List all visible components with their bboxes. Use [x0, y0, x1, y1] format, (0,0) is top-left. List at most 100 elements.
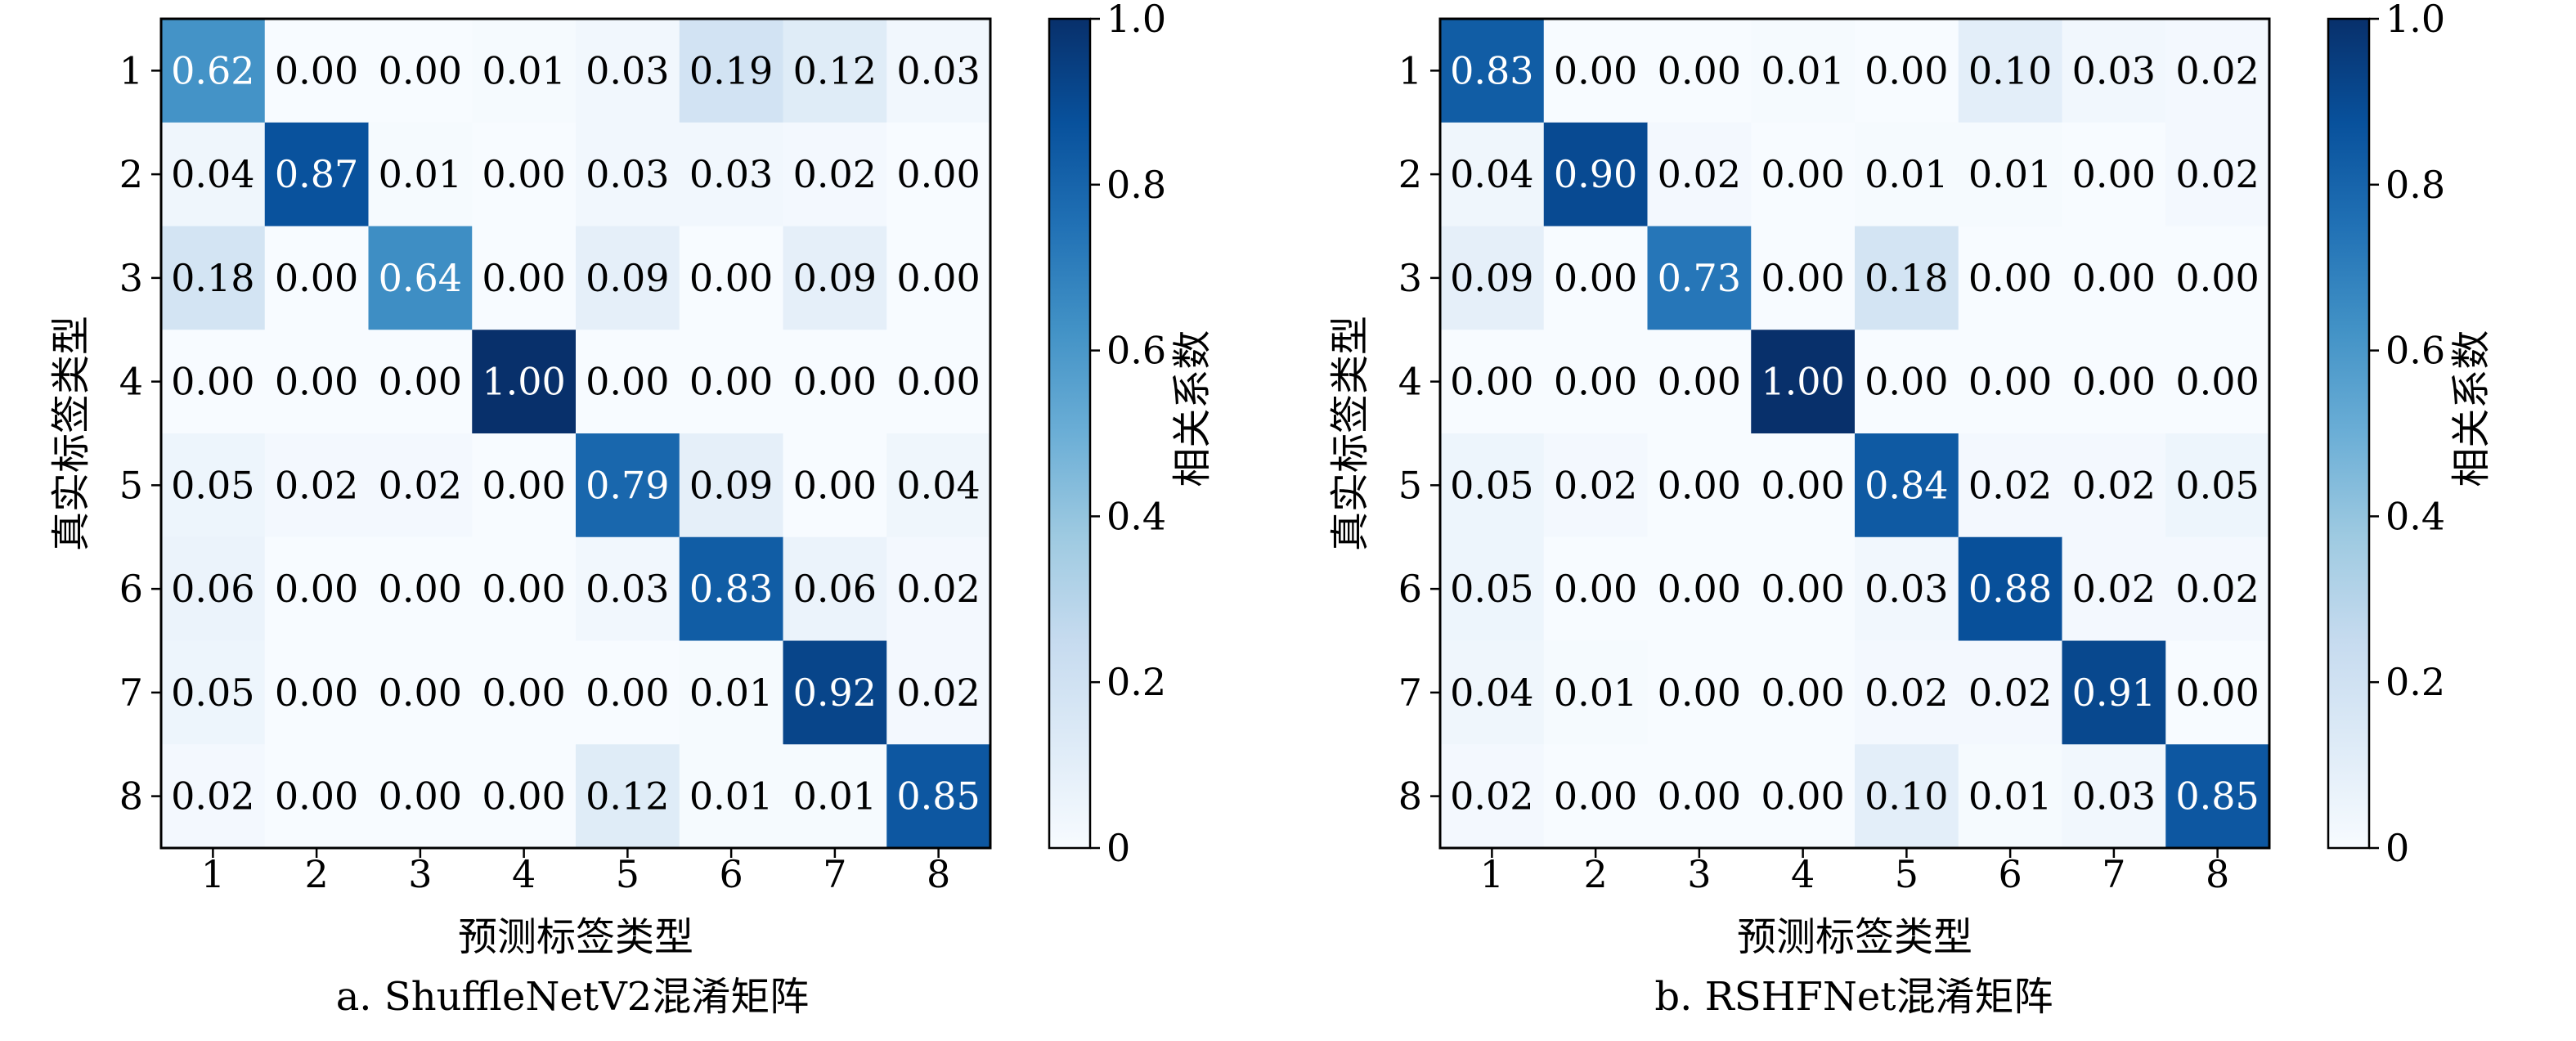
- heatmap-cell: [576, 19, 680, 123]
- cell-value-label: 0.02: [1658, 152, 1741, 196]
- heatmap-cell: [1958, 226, 2063, 330]
- cell-value-label: 0.00: [379, 671, 462, 715]
- heatmap-cell: [1751, 433, 1856, 538]
- cell-value-label: 0.10: [1865, 774, 1948, 819]
- cell-value-label: 0.00: [482, 256, 565, 300]
- heatmap-cell: [472, 122, 577, 227]
- cell-value-label: 0.00: [482, 671, 565, 715]
- heatmap-cell: [2062, 536, 2166, 642]
- heatmap-cell: [783, 640, 887, 745]
- y-tick-label: 1: [1398, 48, 1422, 92]
- y-tick-label: 5: [119, 463, 143, 507]
- heatmap-cell: [679, 744, 784, 849]
- y-tick-label: 3: [119, 256, 143, 300]
- cell-value-label: 0.00: [1968, 360, 2052, 404]
- x-tick-label: 5: [1895, 852, 1919, 896]
- cell-value-label: 0.00: [1865, 48, 1948, 92]
- cell-value-label: 0.02: [2175, 48, 2259, 92]
- cell-value-label: 0.00: [2072, 360, 2156, 404]
- cell-value-label: 0.00: [275, 774, 358, 819]
- cell-value-label: 0.00: [1450, 360, 1533, 404]
- cell-value-label: 0.00: [793, 360, 877, 404]
- cell-value-label: 0.91: [2072, 671, 2156, 715]
- cell-value-label: 0.03: [1865, 567, 1948, 611]
- y-tick-label: 6: [119, 567, 143, 611]
- cell-value-label: 0.00: [1554, 774, 1637, 819]
- y-tick-label: 2: [1398, 152, 1422, 196]
- cell-value-label: 0.00: [1761, 567, 1844, 611]
- cell-value-label: 0.05: [1450, 463, 1533, 507]
- heatmap-cell: [1543, 536, 1649, 642]
- heatmap-cell: [1751, 330, 1856, 434]
- heatmap-cell: [576, 122, 680, 227]
- cell-value-label: 0.01: [1554, 671, 1637, 715]
- cell-value-label: 0.00: [1658, 463, 1741, 507]
- y-tick-label: 4: [1398, 360, 1422, 404]
- cell-value-label: 0.04: [1450, 671, 1533, 715]
- heatmap-cell: [1958, 19, 2063, 123]
- cell-value-label: 0.00: [1761, 774, 1844, 819]
- heatmap-cell: [1647, 433, 1752, 538]
- heatmap-cell: [368, 744, 473, 849]
- cell-value-label: 0.02: [896, 671, 980, 715]
- cell-value-label: 1.00: [1761, 360, 1844, 404]
- heatmap-cell: [264, 330, 370, 434]
- heatmap-cell: [1855, 536, 1959, 642]
- heatmap-cell: [161, 433, 266, 538]
- cell-value-label: 0.03: [586, 567, 669, 611]
- cell-value-label: 0.00: [586, 360, 669, 404]
- cell-value-label: 0.00: [1865, 360, 1948, 404]
- colorbar-tick-label: 0: [1106, 826, 1130, 870]
- heatmap-cell: [1855, 226, 1959, 330]
- heatmap-cell: [472, 640, 577, 745]
- heatmap-cell: [264, 122, 370, 227]
- x-tick-label: 8: [2206, 852, 2229, 896]
- cell-value-label: 0.79: [586, 463, 669, 507]
- cell-value-label: 0.00: [2175, 671, 2259, 715]
- cell-value-label: 0.00: [275, 360, 358, 404]
- colorbar-gradient: [2328, 19, 2369, 848]
- heatmap-cell: [576, 330, 680, 434]
- colorbar-frame: [1048, 17, 1092, 850]
- heatmap-cell: [2165, 640, 2270, 745]
- heatmap-cell: [1958, 433, 2063, 538]
- cell-value-label: 0.00: [379, 48, 462, 92]
- cell-value-label: 0.00: [1968, 256, 2052, 300]
- colorbar-tick-label: 0.2: [2385, 660, 2445, 704]
- x-tick-label: 4: [1791, 852, 1815, 896]
- cell-value-label: 0.02: [2072, 463, 2156, 507]
- heatmap-cell: [2165, 122, 2270, 227]
- cell-value-label: 0.00: [1554, 48, 1637, 92]
- cell-value-label: 0.00: [275, 567, 358, 611]
- y-axis-title: 真实标签类型: [48, 316, 94, 551]
- cell-value-label: 0.09: [586, 256, 669, 300]
- heatmap-cell: [1647, 19, 1752, 123]
- cell-value-label: 0.01: [482, 48, 565, 92]
- heatmap-cell: [472, 330, 577, 434]
- heatmap-cell: [1958, 744, 2063, 849]
- heatmap-cell: [1958, 330, 2063, 434]
- colorbar-tick-label: 0.4: [1106, 494, 1166, 538]
- heatmap-cell: [472, 226, 577, 330]
- heatmap-cell: [472, 536, 577, 642]
- x-tick-label: 1: [1480, 852, 1504, 896]
- cell-value-label: 0.05: [1450, 567, 1533, 611]
- cell-value-label: 0.00: [586, 671, 669, 715]
- heatmap-cell: [1543, 433, 1649, 538]
- heatmap-cell: [368, 226, 473, 330]
- heatmap-cell: [1647, 640, 1752, 745]
- panel-shufflenetv2: 0.62 0.00 0.00 0.01 0.03 0.19 0.12 0.030.04 0.87…: [48, 0, 1215, 1020]
- colorbar-tick-label: 0.8: [2385, 163, 2445, 207]
- cell-value-label: 0.85: [896, 774, 980, 819]
- cell-value-label: 0.03: [896, 48, 980, 92]
- cell-value-label: 0.00: [1761, 671, 1844, 715]
- heatmap-cell: [2062, 640, 2166, 745]
- heatmap-cell: [679, 536, 784, 642]
- heatmap-cell: [1440, 744, 1545, 849]
- cell-value-label: 0.03: [2072, 48, 2156, 92]
- cell-value-label: 0.01: [1761, 48, 1844, 92]
- cell-value-label: 0.06: [171, 567, 254, 611]
- heatmap-cell: [1647, 226, 1752, 330]
- cell-value-label: 0.04: [1450, 152, 1533, 196]
- x-tick-label: 6: [1998, 852, 2022, 896]
